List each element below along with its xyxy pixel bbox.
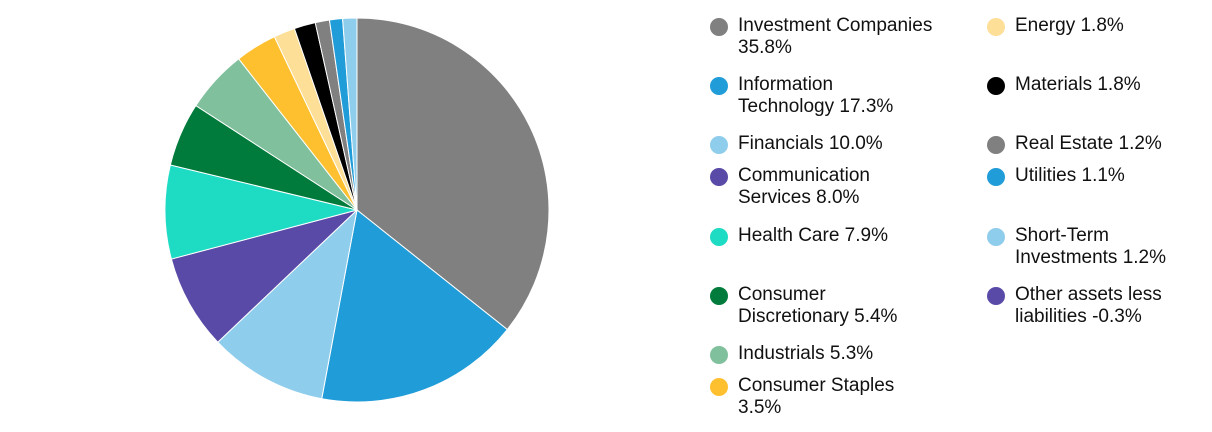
legend-label: Utilities 1.1% bbox=[1015, 165, 1125, 186]
legend-item-financials: Financials 10.0% bbox=[710, 133, 883, 155]
legend-swatch bbox=[987, 77, 1005, 95]
legend-item-consumer-discretionary: Consumer Discretionary 5.4% bbox=[710, 284, 897, 328]
pie-slice-communication-services bbox=[170, 209, 358, 343]
legend-label: Industrials 5.3% bbox=[738, 343, 874, 364]
legend-swatch bbox=[710, 77, 728, 95]
legend-label: Investment Companies 35.8% bbox=[738, 15, 933, 58]
legend-swatch bbox=[710, 346, 728, 364]
legend-label: Communication Services 8.0% bbox=[738, 165, 870, 208]
pie-slice-financials bbox=[217, 208, 358, 400]
legend-swatch bbox=[987, 136, 1005, 154]
pie-slice-health-care bbox=[164, 164, 358, 260]
legend-item-health-care: Health Care 7.9% bbox=[710, 225, 888, 247]
legend-swatch bbox=[710, 228, 728, 246]
legend-swatch bbox=[710, 18, 728, 36]
legend-swatch bbox=[710, 378, 728, 396]
legend-label: Health Care 7.9% bbox=[738, 225, 888, 246]
legend-item-real-estate: Real Estate 1.2% bbox=[987, 133, 1162, 155]
legend-swatch bbox=[710, 287, 728, 305]
pie-slice-investment-companies bbox=[356, 17, 550, 331]
legend-item-investment-companies: Investment Companies 35.8% bbox=[710, 15, 932, 59]
legend-item-materials: Materials 1.8% bbox=[987, 74, 1141, 96]
legend-label: Materials 1.8% bbox=[1015, 74, 1141, 95]
legend-label: Financials 10.0% bbox=[738, 133, 883, 154]
legend-item-energy: Energy 1.8% bbox=[987, 15, 1124, 37]
legend-item-consumer-staples: Consumer Staples 3.5% bbox=[710, 375, 894, 419]
legend-swatch bbox=[987, 228, 1005, 246]
legend-item-information-technology: Information Technology 17.3% bbox=[710, 74, 893, 118]
legend-swatch bbox=[987, 168, 1005, 186]
legend-label: Other assets less liabilities -0.3% bbox=[1015, 284, 1162, 327]
legend-item-utilities: Utilities 1.1% bbox=[987, 165, 1125, 187]
legend-swatch bbox=[710, 136, 728, 154]
legend-swatch bbox=[710, 168, 728, 186]
pie-slice-short-term-investments bbox=[342, 17, 358, 211]
legend-label: Real Estate 1.2% bbox=[1015, 133, 1162, 154]
legend-swatch bbox=[987, 287, 1005, 305]
legend-item-communication-services: Communication Services 8.0% bbox=[710, 165, 870, 209]
legend-label: Consumer Staples 3.5% bbox=[738, 375, 895, 418]
pie-slice-information-technology bbox=[321, 209, 508, 403]
legend-label: Energy 1.8% bbox=[1015, 15, 1124, 36]
legend-item-short-term-investments: Short-Term Investments 1.2% bbox=[987, 225, 1166, 269]
legend-label: Short-Term Investments 1.2% bbox=[1015, 225, 1167, 268]
legend-label: Consumer Discretionary 5.4% bbox=[738, 284, 898, 327]
legend-swatch bbox=[987, 18, 1005, 36]
legend-item-other-assets-less-liabilities: Other assets less liabilities -0.3% bbox=[987, 284, 1162, 328]
pie-chart bbox=[164, 17, 550, 403]
legend-label: Information Technology 17.3% bbox=[738, 74, 894, 117]
legend-item-industrials: Industrials 5.3% bbox=[710, 343, 873, 365]
